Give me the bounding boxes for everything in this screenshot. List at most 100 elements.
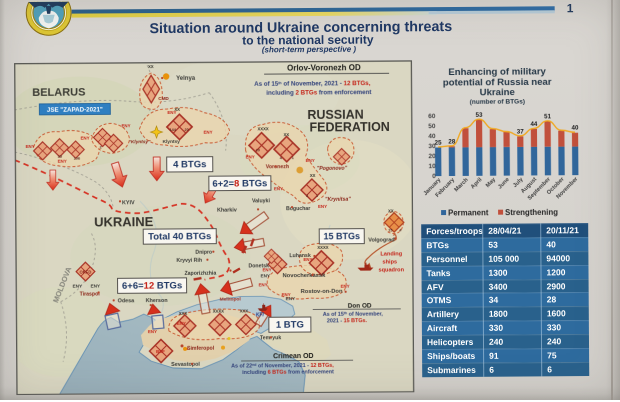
svg-text:25: 25 [435,139,442,146]
svg-text:51: 51 [544,113,551,120]
svg-text:106: 106 [74,157,80,161]
svg-text:UKRAINE: UKRAINE [94,214,154,229]
svg-text:XXXX: XXXX [213,309,224,314]
svg-text:May: May [485,176,498,189]
svg-text:30: 30 [428,143,436,150]
svg-text:Voronezh: Voronezh [266,164,289,170]
svg-text:Zaporizhzhia: Zaporizhzhia [184,271,216,277]
svg-text:ENY: ENY [26,144,35,149]
svg-text:Crimean OD: Crimean OD [273,353,314,360]
svg-text:Enhancing of military: Enhancing of military [448,66,546,78]
svg-text:40: 40 [572,125,579,132]
svg-text:XXX: XXX [240,308,249,313]
svg-text:Yelnya: Yelnya [176,76,196,82]
svg-text:44: 44 [530,121,537,128]
svg-text:10: 10 [429,163,437,170]
svg-text:20: 20 [256,148,260,152]
svg-text:ENY: ENY [341,284,350,289]
svg-text:Dnipro: Dnipro [195,250,212,256]
svg-text:ENY: ENY [262,267,271,272]
svg-text:37: 37 [517,128,524,135]
svg-text:20: 20 [184,128,188,132]
svg-text:ENY: ENY [121,123,130,128]
svg-text:ships: ships [382,259,397,265]
svg-text:ENY: ENY [261,273,270,278]
svg-text:Ukraine: Ukraine [480,87,515,98]
svg-text:Rostov-on-Don: Rostov-on-Don [301,289,343,295]
svg-text:Kryvyi Rih: Kryvyi Rih [176,258,202,264]
svg-text:Klyntsy: Klyntsy [163,139,181,145]
svg-text:KYIV: KYIV [122,200,135,206]
svg-text:including 2 BTGs from enforcem: including 2 BTGs from enforcement [266,89,371,97]
svg-text:ENY: ENY [167,110,176,115]
svg-text:FEDERATION: FEDERATION [309,120,389,135]
svg-text:Landing: Landing [380,251,402,257]
svg-text:ENY: ENY [318,204,327,209]
svg-text:BELARUS: BELARUS [32,87,85,99]
svg-text:Strengthening: Strengthening [505,208,558,217]
svg-text:ENY: ENY [148,329,157,334]
svg-text:Orlov-Voronezh OD: Orlov-Voronezh OD [287,63,361,73]
svg-text:ENY: ENY [274,186,283,191]
svg-text:Volgograd: Volgograd [368,237,394,243]
svg-text:60: 60 [428,113,436,120]
svg-text:ORFD: ORFD [79,270,91,275]
svg-text:ENY: ENY [81,136,90,141]
svg-text:4: 4 [280,156,283,160]
svg-text:XXX: XXX [179,311,188,316]
svg-text:Sevastopol: Sevastopol [171,362,200,368]
svg-text:50: 50 [428,123,436,130]
svg-text:Odesa: Odesa [118,298,136,304]
svg-text:Melitopol: Melitopol [220,296,241,302]
svg-text:(number of BTGs): (number of BTGs) [470,98,525,105]
svg-text:XXXX: XXXX [317,245,328,250]
svg-text:6+6=12 BTGs: 6+6=12 BTGs [122,281,182,292]
svg-text:"Pogonovo": "Pogonovo" [317,166,348,172]
svg-text:Luhansk: Luhansk [289,253,310,259]
svg-text:Boguchar: Boguchar [286,206,310,212]
svg-text:4: 4 [399,228,402,232]
svg-text:JSE "ZAPAD-2021": JSE "ZAPAD-2021" [47,106,103,113]
svg-text:ENY: ENY [73,284,82,289]
svg-text:Novocherkassk: Novocherkassk [283,273,327,279]
svg-text:0: 0 [432,173,436,180]
svg-text:ENY: ENY [286,296,295,301]
svg-text:20: 20 [428,153,436,160]
svg-text:ENY: ENY [303,257,312,262]
svg-text:Kherson: Kherson [146,298,168,304]
svg-text:RUSSIAN: RUSSIAN [307,108,363,122]
svg-text:March: March [454,177,470,194]
svg-text:40: 40 [428,133,436,140]
svg-text:1: 1 [292,156,294,160]
svg-text:Tiraspol: Tiraspol [80,291,101,297]
svg-text:2021 - 15 BTGs.: 2021 - 15 BTGs. [327,318,368,324]
svg-text:CMD: CMD [158,96,169,101]
svg-text:15 BTGs: 15 BTGs [323,231,360,241]
svg-text:As of 22nd of November, 2021 -: As of 22nd of November, 2021 - 12 BTGs, [231,362,334,369]
svg-text:As of 15th of November, 2021 -: As of 15th of November, 2021 - 12 BTGs, [254,80,371,88]
svg-text:including 6 BTGs from enforcem: including 6 BTGs from enforcement [242,369,334,376]
svg-text:53: 53 [476,112,483,119]
svg-text:Permanent: Permanent [448,208,489,217]
svg-text:2: 2 [100,145,102,149]
svg-text:XX: XX [310,173,316,178]
svg-text:As of 15th of November,: As of 15th of November, [323,311,384,318]
svg-text:ENY: ENY [282,292,291,297]
svg-text:4 BTGs: 4 BTGs [173,159,206,170]
svg-text:KFl: KFl [256,312,265,318]
svg-text:ENY: ENY [246,154,255,159]
svg-text:XX: XX [284,132,290,137]
svg-text:XX: XX [388,208,394,213]
svg-text:Valuyki: Valuyki [252,198,270,204]
svg-text:BSF: BSF [156,349,165,354]
svg-text:144: 144 [169,128,176,132]
svg-text:ENY: ENY [204,130,213,135]
svg-text:ENY: ENY [306,158,315,163]
svg-text:ENY: ENY [91,283,100,288]
svg-text:"Klyntsy": "Klyntsy" [129,139,152,145]
svg-text:Don OD: Don OD [348,303,372,310]
svg-text:June: June [497,177,511,191]
svg-text:Total 40 BTGs: Total 40 BTGs [148,231,211,242]
svg-text:35: 35 [58,155,62,159]
svg-text:XX: XX [174,107,180,112]
